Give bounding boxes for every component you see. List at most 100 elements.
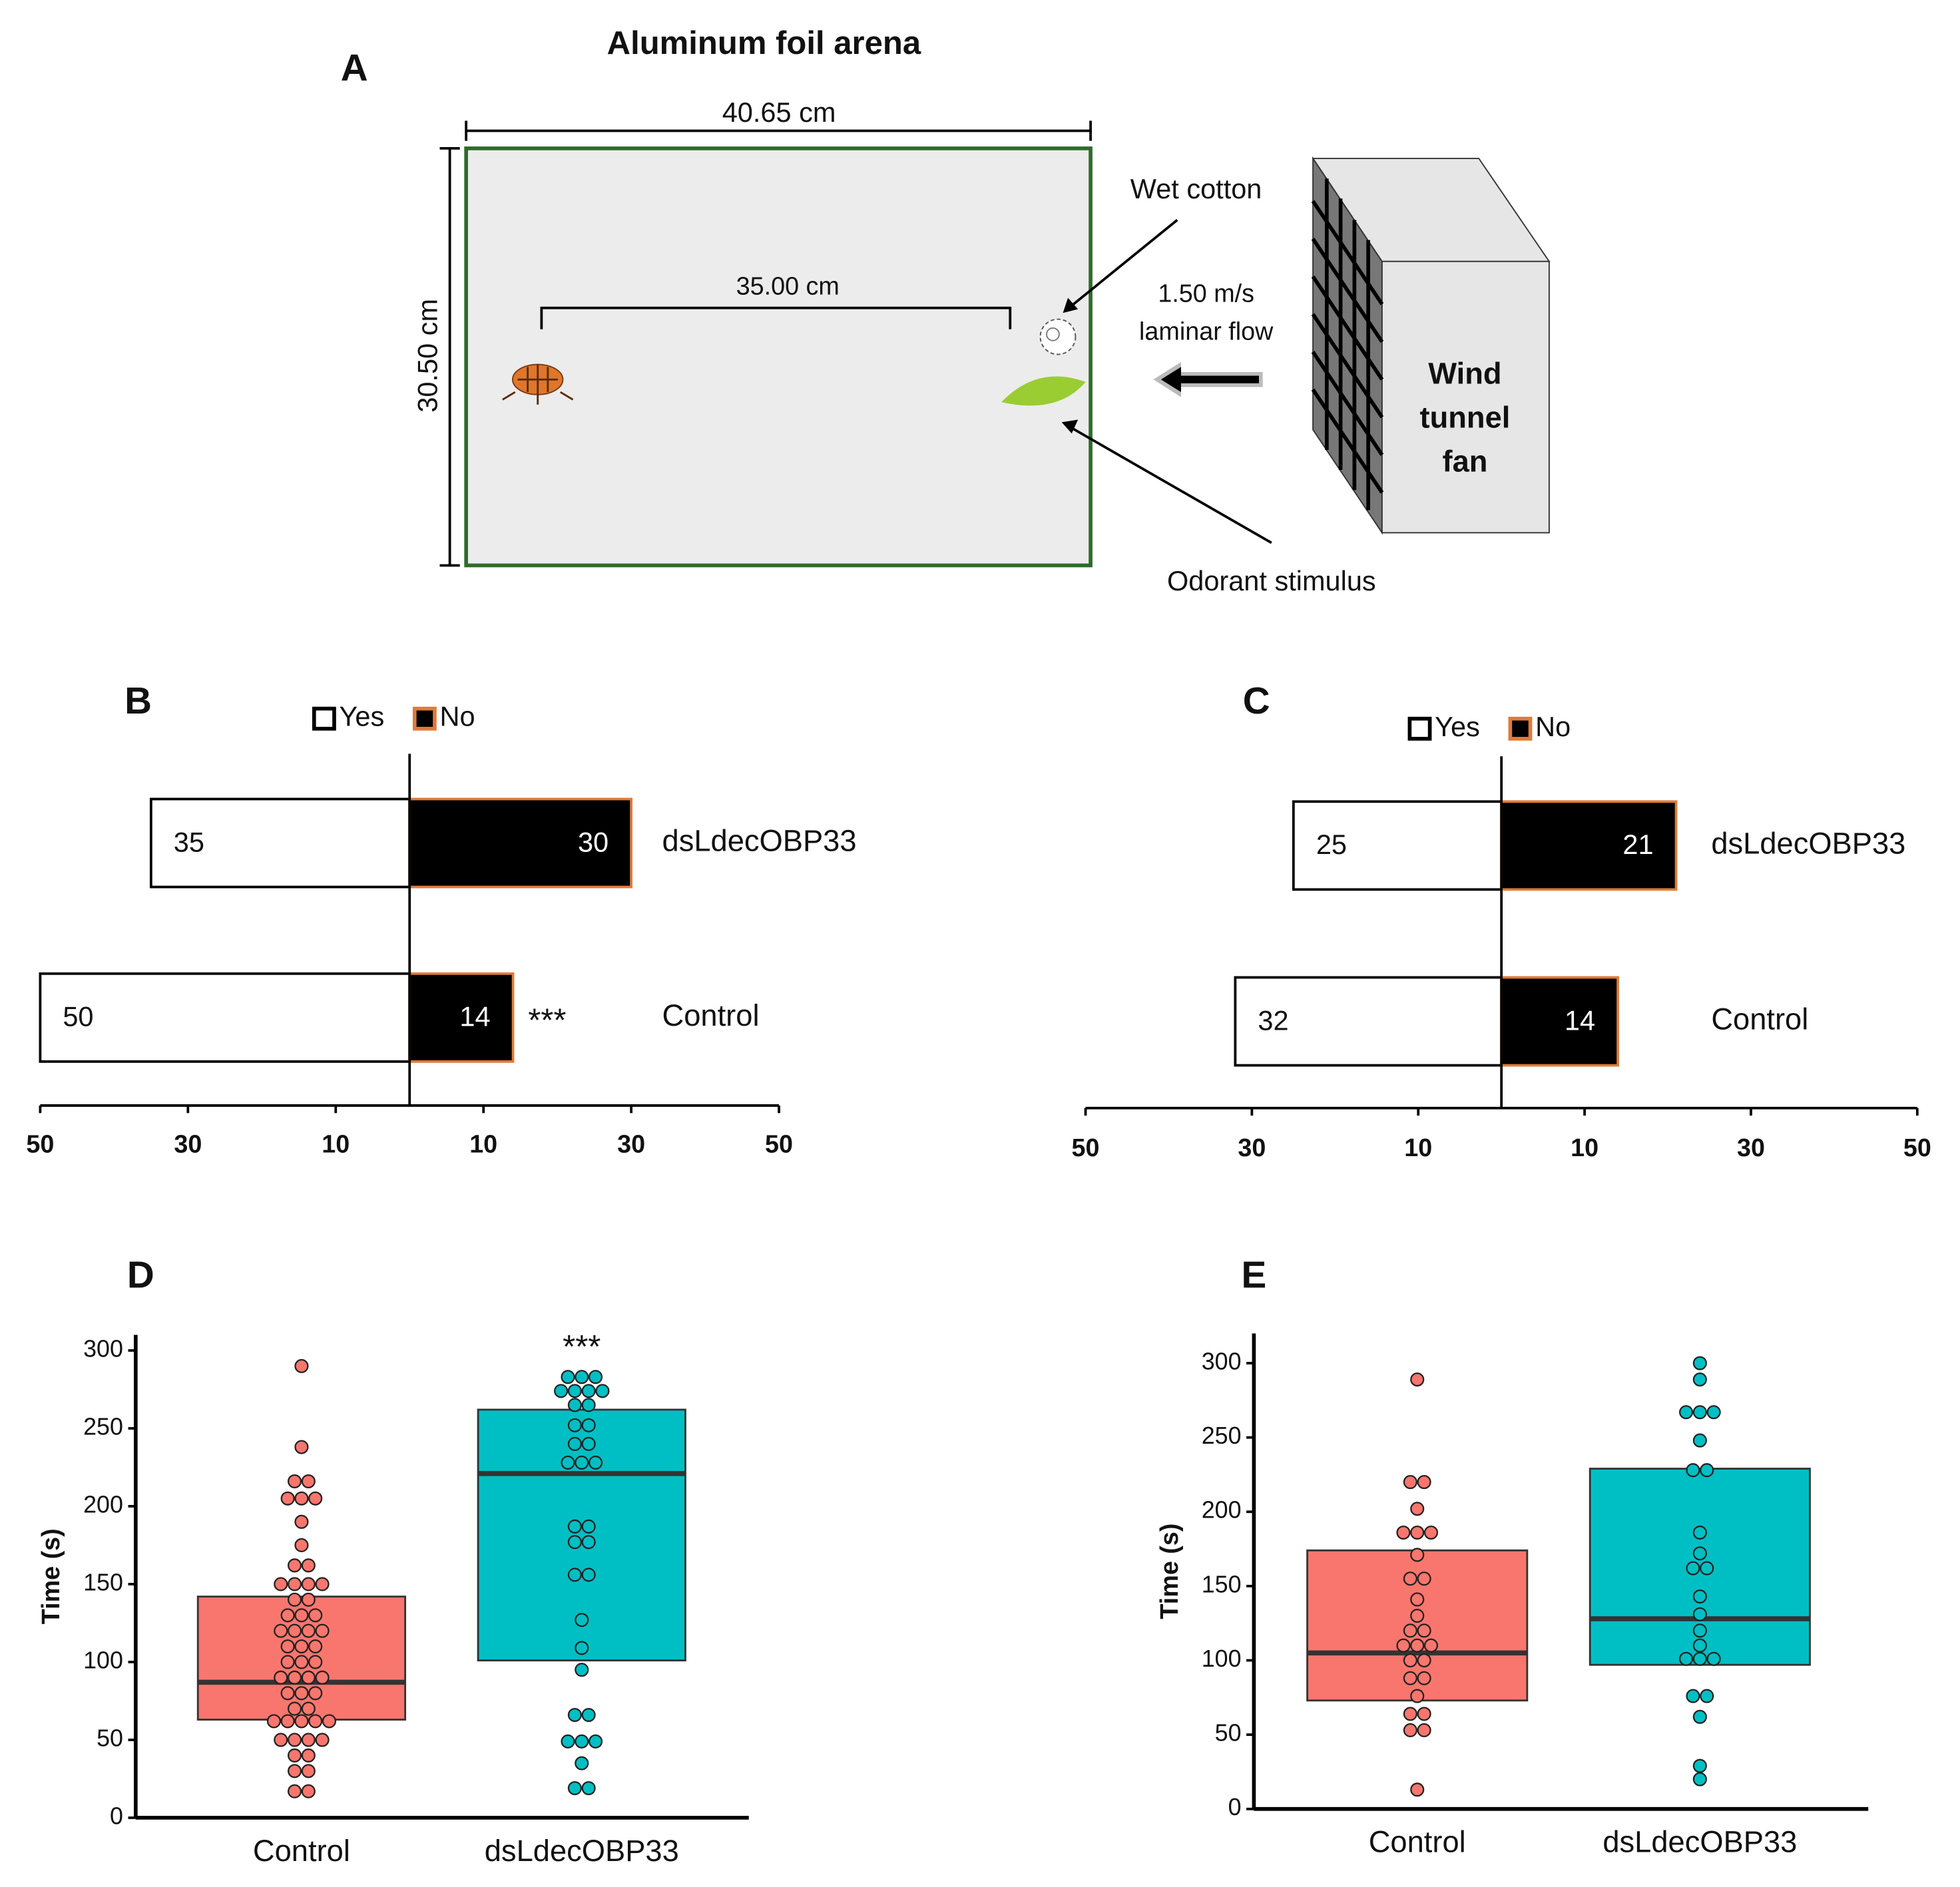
panel-label: E	[1242, 1253, 1267, 1295]
data-point	[294, 1608, 309, 1623]
bar	[1292, 800, 1503, 891]
width-label: 40.65 cm	[722, 97, 836, 128]
data-point	[1403, 1723, 1417, 1738]
data-point	[581, 1418, 596, 1432]
data-point	[322, 1714, 337, 1729]
cotton-label: Wet cotton	[1130, 173, 1262, 204]
data-point	[287, 1623, 302, 1638]
data-point	[1410, 1782, 1425, 1797]
data-point	[1692, 1759, 1707, 1773]
data-point	[294, 1491, 309, 1506]
x-tick-label: 10	[1404, 1134, 1432, 1161]
distance-bracket	[540, 306, 1012, 329]
data-point	[575, 1663, 589, 1677]
stimulus-label: Odorant stimulus	[1167, 565, 1376, 596]
data-point	[1403, 1653, 1417, 1668]
x-tick-label: 10	[469, 1130, 497, 1157]
y-axis-label: Time (s)	[1155, 1524, 1183, 1619]
data-point	[301, 1474, 316, 1489]
x-tick-label: 50	[1072, 1134, 1100, 1161]
data-point	[1692, 1623, 1707, 1638]
y-tick-label: 300	[83, 1335, 123, 1362]
flow-label: 1.50 m/s	[1158, 280, 1254, 308]
data-point	[315, 1733, 330, 1747]
data-point	[581, 1519, 596, 1534]
x-tick-label: 30	[1737, 1134, 1765, 1161]
height-label: 30.50 cm	[411, 299, 443, 413]
data-point	[561, 1370, 575, 1384]
data-point	[1692, 1525, 1707, 1540]
diagram-title: Aluminum foil arena	[607, 25, 921, 61]
data-point	[1692, 1607, 1707, 1621]
data-point	[567, 1568, 582, 1582]
data-point	[308, 1714, 323, 1729]
data-point	[1692, 1589, 1707, 1604]
data-point	[581, 1707, 596, 1723]
cotton	[1039, 318, 1077, 355]
data-point	[301, 1748, 316, 1763]
y-tick-label: 50	[97, 1725, 123, 1751]
fan	[1311, 156, 1551, 535]
y-tick-label: 300	[1202, 1348, 1242, 1374]
data-point	[301, 1670, 316, 1685]
y-tick-label: 0	[1228, 1794, 1242, 1820]
legend-label: Yes	[1435, 711, 1480, 742]
data-point	[567, 1707, 582, 1723]
x-tick-label: 10	[322, 1130, 350, 1157]
data-point	[274, 1577, 288, 1591]
data-point	[1396, 1525, 1411, 1540]
data-point	[1410, 1525, 1425, 1540]
y-tick-label: 100	[1202, 1645, 1242, 1672]
data-point	[301, 1558, 316, 1573]
data-point	[1410, 1548, 1425, 1562]
data-point	[588, 1370, 603, 1384]
data-point	[1417, 1653, 1431, 1668]
data-point	[287, 1784, 302, 1798]
x-tick-label: 50	[26, 1130, 54, 1157]
data-point	[575, 1370, 589, 1384]
value-label: 32	[1258, 1004, 1288, 1036]
data-point	[294, 1639, 309, 1654]
data-point	[1403, 1475, 1417, 1490]
data-point	[1417, 1671, 1431, 1685]
arrow-head	[1061, 419, 1079, 434]
data-point	[1410, 1592, 1425, 1607]
y-tick-label: 200	[1202, 1497, 1242, 1524]
x-tick-label: 50	[765, 1130, 793, 1157]
data-point	[280, 1491, 295, 1506]
data-point	[567, 1535, 582, 1550]
data-point	[1679, 1405, 1694, 1420]
data-point	[294, 1538, 309, 1553]
data-point	[1692, 1433, 1707, 1448]
data-point	[561, 1734, 575, 1749]
fan-label: tunnel	[1420, 401, 1511, 435]
value-label: 14	[459, 1001, 490, 1032]
y-axis-label: Time (s)	[37, 1528, 65, 1624]
data-point	[308, 1608, 323, 1623]
data-point	[567, 1436, 582, 1451]
data-point	[287, 1670, 302, 1685]
data-point	[1700, 1689, 1714, 1703]
legend-label: Yes	[340, 701, 385, 732]
y-tick-label: 200	[83, 1491, 123, 1518]
data-point	[1417, 1623, 1431, 1638]
data-point	[575, 1455, 589, 1470]
data-point	[1692, 1546, 1707, 1561]
data-point	[554, 1384, 569, 1398]
bar	[1234, 976, 1503, 1067]
pointer-arrow	[1069, 426, 1272, 544]
data-point	[294, 1686, 309, 1701]
data-point	[274, 1623, 288, 1638]
data-point	[1679, 1651, 1694, 1666]
beetle	[502, 363, 574, 405]
data-point	[266, 1714, 281, 1729]
data-point	[1692, 1651, 1707, 1666]
data-point	[1410, 1638, 1425, 1653]
data-point	[315, 1577, 330, 1591]
data-point	[294, 1514, 309, 1529]
data-point	[567, 1781, 582, 1796]
data-point	[1417, 1475, 1431, 1490]
y-tick-label: 150	[83, 1569, 123, 1595]
distance-label: 35.00 cm	[736, 272, 840, 300]
